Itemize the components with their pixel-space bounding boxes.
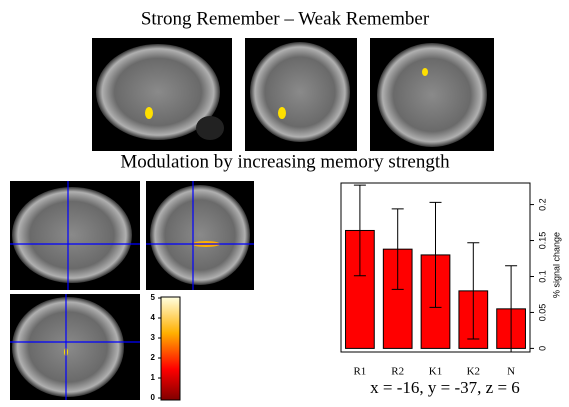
colorbar-tick-label: 4: [151, 313, 156, 322]
colorbar: [161, 297, 180, 400]
colorbar-tick-label: 2: [151, 353, 156, 362]
y-axis-label: % signal change: [551, 232, 561, 298]
colorbar-tick-label: 3: [151, 333, 156, 342]
colorbar-tick-label: 0: [151, 393, 156, 402]
brain-slices-bottom: [10, 181, 254, 400]
x-tick-label: N: [507, 366, 515, 378]
brain-slices-top: [92, 38, 494, 151]
y-tick-label: 0: [537, 346, 547, 351]
colorbar-tick-label: 5: [151, 293, 156, 302]
x-tick-label: R2: [391, 366, 404, 378]
title-top: Strong Remember – Weak Remember: [141, 8, 430, 29]
y-tick-label: 0.15: [537, 232, 547, 250]
title-bottom: Modulation by increasing memory strength: [120, 151, 450, 172]
x-tick-label: K1: [429, 366, 442, 378]
colorbar-tick-label: 1: [151, 373, 156, 382]
x-tick-label: R1: [353, 366, 366, 378]
coordinates: x = -16, y = -37, z = 6: [370, 378, 520, 397]
y-tick-label: 0.05: [537, 304, 547, 322]
y-tick-label: 0.1: [537, 270, 547, 283]
figure: Strong Remember – Weak Remember Modulati…: [0, 0, 569, 407]
y-tick-label: 0.2: [537, 198, 547, 211]
x-tick-label: K2: [467, 366, 480, 378]
